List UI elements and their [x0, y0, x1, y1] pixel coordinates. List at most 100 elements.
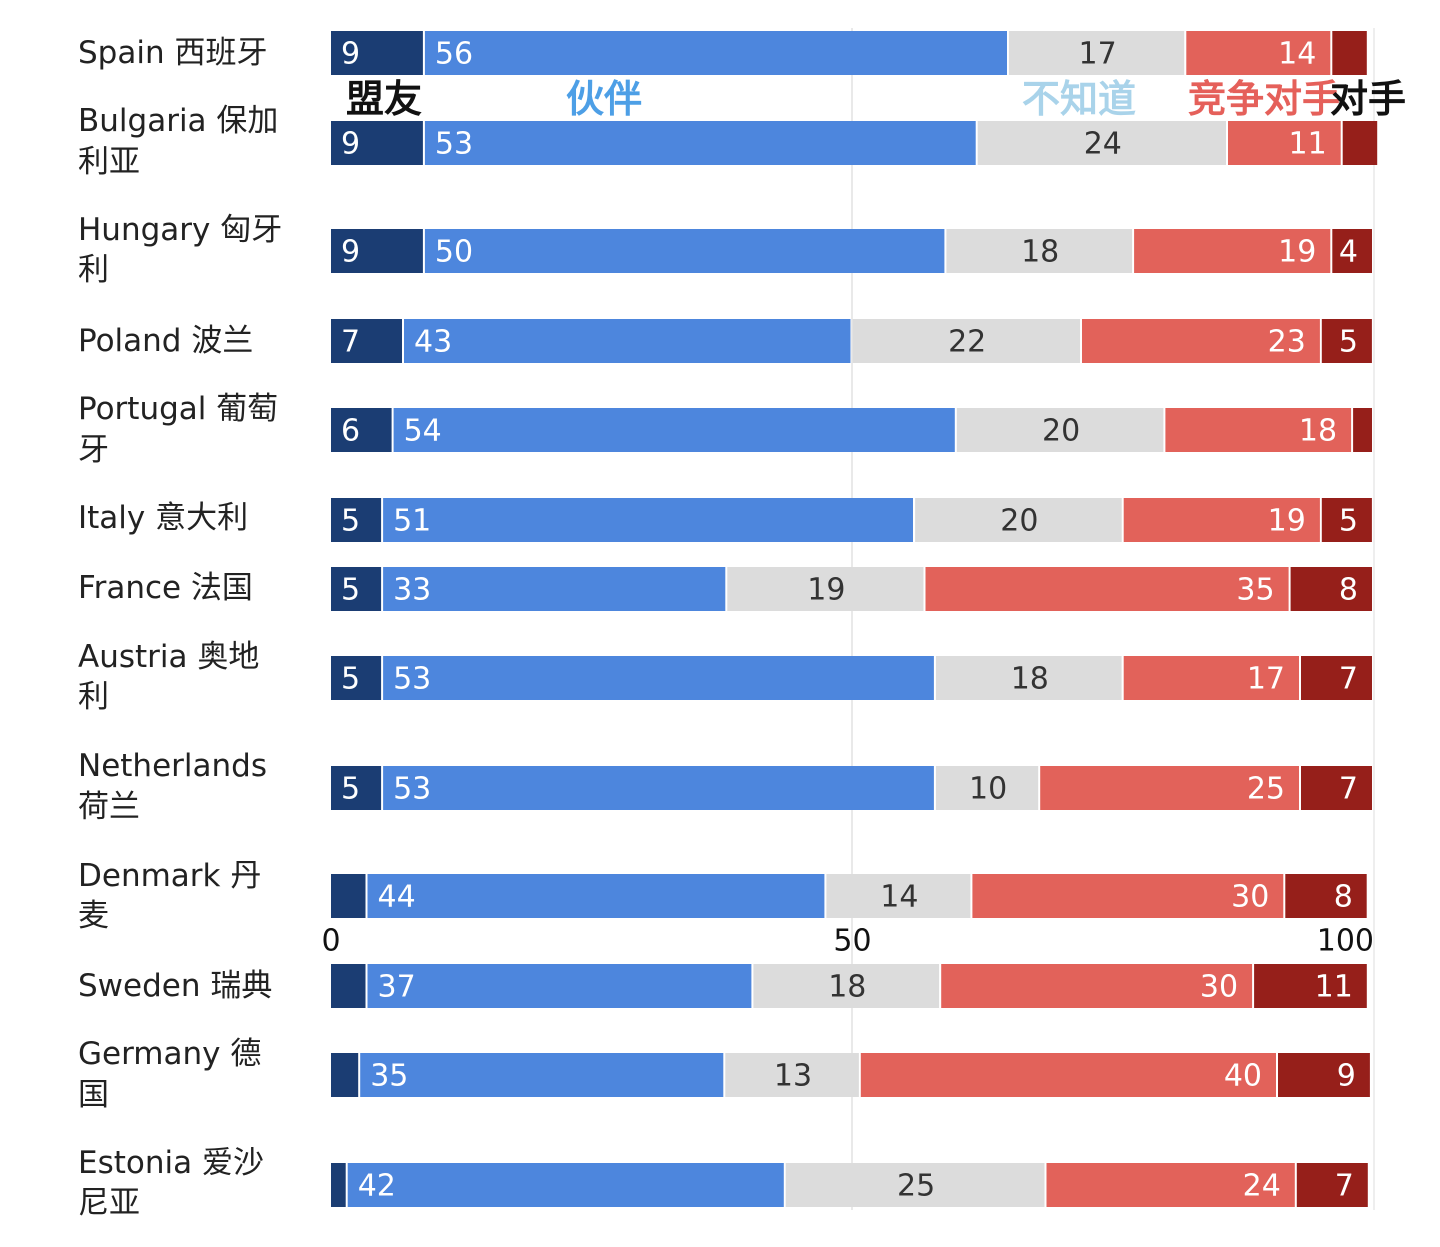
bar-segment-hungary-s0: [331, 229, 423, 273]
row-label-denmark: Denmark 丹: [78, 858, 261, 894]
bar-segment-france-s4: [1290, 567, 1372, 611]
data-label-estonia-s1: 42: [358, 1169, 396, 1204]
bar-segment-spain-s4: [1332, 31, 1367, 75]
data-label-poland-s4: 5: [1339, 325, 1358, 360]
bar-segment-bulgaria-s4: [1342, 121, 1378, 165]
data-label-italy-s3: 19: [1268, 504, 1306, 539]
bar-segment-sweden-s4: [1254, 964, 1367, 1008]
row-label-estonia: Estonia 爱沙: [78, 1145, 264, 1181]
data-label-spain-s3: 14: [1278, 37, 1316, 72]
x-tick-label-0: 0: [321, 924, 340, 959]
row-label-portugal: Portugal 葡萄: [78, 391, 278, 427]
bar-segment-netherlands-s0: [331, 766, 382, 810]
bar-segment-denmark-s2: [826, 874, 971, 918]
data-label-france-s1: 33: [393, 573, 431, 608]
data-label-portugal-s1: 54: [404, 414, 442, 449]
data-label-hungary-s4: 4: [1339, 235, 1358, 270]
row-label-estonia-line2: 尼亚: [78, 1185, 140, 1221]
data-label-poland-s3: 23: [1268, 325, 1306, 360]
bar-segment-denmark-s1: [367, 874, 825, 918]
data-label-germany-s1: 35: [370, 1059, 408, 1094]
bar-row-germany: Germany 德国 35 13 40 9: [78, 1036, 1370, 1113]
data-label-netherlands-s2: 10: [969, 772, 1007, 807]
bar-segment-poland-s1: [404, 319, 851, 363]
data-label-austria-s4: 7: [1339, 662, 1358, 697]
data-label-bulgaria-s0: 9: [341, 127, 360, 162]
data-label-austria-s3: 17: [1247, 662, 1285, 697]
data-label-netherlands-s4: 7: [1339, 772, 1358, 807]
bar-segment-netherlands-s2: [935, 766, 1039, 810]
row-label-hungary-line2: 利: [78, 252, 109, 288]
bar-row-poland: Poland 波兰 7 43 22 23 5: [78, 319, 1372, 363]
data-label-sweden-s2: 18: [828, 970, 866, 1005]
row-label-germany-line2: 国: [78, 1077, 109, 1113]
bar-segment-spain-s2: [1008, 31, 1185, 75]
bar-segment-austria-s3: [1123, 656, 1299, 700]
bar-row-sweden: Sweden 瑞典 37 18 30 11: [78, 964, 1367, 1008]
data-label-france-s2: 19: [807, 573, 845, 608]
bar-segment-italy-s3: [1123, 498, 1320, 542]
bar-segment-portugal-s4: [1353, 408, 1372, 452]
bar-segment-estonia-s4: [1296, 1163, 1368, 1207]
data-label-spain-s1: 56: [435, 37, 473, 72]
data-label-denmark-s4: 8: [1334, 880, 1353, 915]
bar-segment-hungary-s2: [946, 229, 1133, 273]
row-label-denmark-line2: 麦: [78, 898, 109, 934]
bar-segment-france-s0: [331, 567, 382, 611]
data-label-france-s3: 35: [1236, 573, 1274, 608]
data-label-italy-s4: 5: [1339, 504, 1358, 539]
x-axis: 0 50 100: [321, 924, 1374, 959]
bar-segment-hungary-s4: [1332, 229, 1372, 273]
bar-segment-austria-s2: [935, 656, 1122, 700]
data-label-portugal-s2: 20: [1042, 414, 1080, 449]
bar-segment-austria-s4: [1301, 656, 1372, 700]
data-label-poland-s2: 22: [948, 325, 986, 360]
bar-segment-hungary-s3: [1134, 229, 1331, 273]
bar-segment-germany-s4: [1278, 1053, 1370, 1097]
data-label-estonia-s2: 25: [897, 1169, 935, 1204]
bar-row-hungary: Hungary 匈牙利 9 50 18 19 4: [78, 212, 1372, 288]
legend-label-2: 伙伴: [566, 77, 642, 121]
data-label-italy-s0: 5: [341, 504, 360, 539]
row-label-hungary: Hungary 匈牙: [78, 212, 282, 248]
data-label-netherlands-s1: 53: [393, 772, 431, 807]
data-label-france-s0: 5: [341, 573, 360, 608]
bar-row-italy: Italy 意大利 5 51 20 19 5: [78, 498, 1372, 542]
data-label-sweden-s3: 30: [1200, 970, 1238, 1005]
bar-segment-germany-s1: [360, 1053, 724, 1097]
data-label-poland-s1: 43: [414, 325, 452, 360]
bar-segment-sweden-s3: [941, 964, 1253, 1008]
bar-segment-portugal-s1: [393, 408, 955, 452]
data-label-hungary-s2: 18: [1021, 235, 1059, 270]
row-label-bulgaria: Bulgaria 保加: [78, 103, 278, 139]
bar-segment-hungary-s1: [424, 229, 945, 273]
bar-segment-italy-s4: [1321, 498, 1372, 542]
row-label-austria: Austria 奥地: [78, 639, 259, 675]
data-label-austria-s2: 18: [1011, 662, 1049, 697]
bar-segment-bulgaria-s2: [977, 121, 1226, 165]
bar-segment-bulgaria-s1: [424, 121, 976, 165]
bar-segment-denmark-s3: [972, 874, 1284, 918]
data-label-poland-s0: 7: [341, 325, 360, 360]
data-label-netherlands-s0: 5: [341, 772, 360, 807]
data-label-hungary-s0: 9: [341, 235, 360, 270]
data-label-hungary-s3: 19: [1278, 235, 1316, 270]
bar-segment-estonia-s2: [785, 1163, 1045, 1207]
row-label-portugal-line2: 牙: [78, 432, 109, 468]
data-label-austria-s0: 5: [341, 662, 360, 697]
bar-row-netherlands: Netherlands 荷兰 5 53 10 25 7: [78, 748, 1372, 825]
data-label-austria-s1: 53: [393, 662, 431, 697]
data-label-denmark-s3: 30: [1231, 880, 1269, 915]
bar-segment-portugal-s0: [331, 408, 392, 452]
bar-segment-denmark-s0: [331, 874, 366, 918]
bar-segment-estonia-s3: [1046, 1163, 1295, 1207]
data-label-germany-s3: 40: [1224, 1059, 1262, 1094]
legend-label-4: 竞争对手: [1188, 77, 1340, 121]
row-label-austria-line2: 利: [78, 679, 109, 715]
data-label-portugal-s0: 6: [341, 414, 360, 449]
data-label-estonia-s4: 7: [1335, 1169, 1354, 1204]
bar-segment-sweden-s0: [331, 964, 366, 1008]
